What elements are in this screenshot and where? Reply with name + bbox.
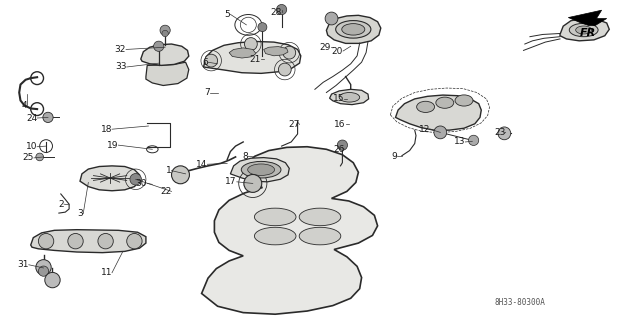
Text: 29: 29 [319,43,331,52]
Text: 14: 14 [196,160,207,169]
Ellipse shape [300,208,341,226]
Text: 13: 13 [454,137,465,146]
Text: 15: 15 [333,94,344,103]
Text: 8: 8 [243,152,248,161]
Polygon shape [80,166,140,191]
Text: 33: 33 [115,63,127,71]
Polygon shape [568,10,607,26]
Polygon shape [141,44,189,65]
Ellipse shape [576,26,592,34]
Polygon shape [204,41,301,73]
Text: 31: 31 [17,260,29,269]
Ellipse shape [339,93,360,102]
Ellipse shape [570,23,598,37]
Text: 18: 18 [100,125,112,134]
Text: 28: 28 [270,8,282,17]
Circle shape [162,30,168,37]
Circle shape [434,126,447,139]
Ellipse shape [248,164,275,175]
Circle shape [45,272,60,288]
Circle shape [68,234,83,249]
Text: FR: FR [579,28,596,38]
Text: 30: 30 [136,179,147,188]
Text: 9: 9 [391,152,397,161]
Circle shape [244,174,262,192]
Ellipse shape [241,161,281,178]
Text: 20: 20 [332,47,343,56]
Text: 21: 21 [250,55,261,63]
Ellipse shape [455,95,473,106]
Text: 3: 3 [77,209,83,218]
Polygon shape [560,19,609,41]
Text: 26: 26 [333,145,344,154]
Text: 11: 11 [100,268,112,277]
Circle shape [205,54,218,67]
Polygon shape [31,230,146,253]
Polygon shape [330,89,369,105]
Polygon shape [396,95,481,130]
Text: 6: 6 [202,58,208,67]
Text: 10: 10 [26,142,37,151]
Circle shape [36,260,51,275]
Ellipse shape [254,208,296,226]
Circle shape [244,38,257,50]
Text: 12: 12 [419,125,430,134]
Circle shape [38,266,49,276]
Text: 27: 27 [288,120,300,129]
Circle shape [127,234,142,249]
Polygon shape [229,48,256,58]
Circle shape [283,46,296,59]
Circle shape [160,25,170,35]
Ellipse shape [300,227,341,245]
Circle shape [98,234,113,249]
Circle shape [154,41,164,51]
Circle shape [172,166,189,184]
Circle shape [38,234,54,249]
Text: 32: 32 [115,45,126,54]
Text: 8H33-80300A: 8H33-80300A [494,298,545,307]
Circle shape [43,112,53,122]
Circle shape [130,174,141,185]
Polygon shape [264,47,288,56]
Text: 5: 5 [225,10,230,19]
Polygon shape [202,147,378,314]
Ellipse shape [417,101,435,113]
Ellipse shape [342,24,365,35]
Text: 22: 22 [160,187,172,196]
Text: 23: 23 [494,128,506,137]
Text: 25: 25 [22,153,34,162]
Ellipse shape [336,21,371,38]
Polygon shape [326,15,381,43]
Circle shape [337,140,348,150]
Circle shape [258,23,267,32]
Text: 16: 16 [334,120,346,129]
Text: 7: 7 [204,88,210,97]
Text: 2: 2 [58,200,64,209]
Circle shape [325,12,338,25]
Polygon shape [146,62,189,85]
Ellipse shape [436,97,454,108]
Circle shape [468,135,479,145]
Text: 24: 24 [26,114,37,122]
Circle shape [278,63,291,76]
Circle shape [36,153,44,161]
Text: 19: 19 [107,141,118,150]
Text: 4: 4 [21,101,27,110]
Polygon shape [230,158,289,182]
Circle shape [276,4,287,15]
Text: 1: 1 [166,166,172,175]
Circle shape [498,127,511,140]
Text: 17: 17 [225,177,237,186]
Ellipse shape [254,227,296,245]
